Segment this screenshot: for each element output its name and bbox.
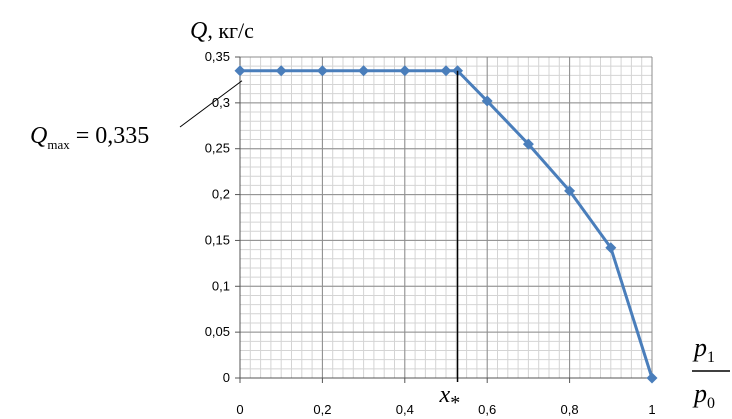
data-point: [481, 95, 493, 107]
xstar-sub: *: [450, 392, 460, 414]
qmax-label: Qmax = 0,335: [30, 123, 149, 152]
x-axis-denominator: p0: [692, 379, 715, 412]
data-point: [358, 65, 370, 77]
xstar-label: x*: [439, 382, 461, 414]
qmax-symbol: Q: [30, 123, 47, 149]
x-tick-label: 0,2: [313, 402, 331, 417]
data-point: [605, 242, 617, 254]
x-axis-label: p1 p0: [692, 333, 730, 412]
series-line: [240, 69, 654, 379]
x-tick-label: 0: [236, 402, 243, 417]
y-axis-unit: , кг/с: [207, 18, 254, 43]
data-point: [399, 65, 411, 77]
y-tick-label: 0: [223, 370, 230, 385]
x-tick-label: 0,6: [478, 402, 496, 417]
data-point: [316, 65, 328, 77]
data-point: [646, 372, 658, 384]
x-axis-numerator: p1: [692, 333, 715, 366]
series: [234, 65, 658, 384]
x-tick-label: 0,8: [561, 402, 579, 417]
y-tick-label: 0,1: [212, 278, 230, 293]
data-point: [564, 185, 576, 197]
y-tick-label: 0,35: [205, 49, 230, 64]
y-tick-label: 0,05: [205, 324, 230, 339]
xstar-symbol: x: [439, 382, 451, 408]
data-point: [234, 65, 246, 77]
y-axis-symbol: Q: [190, 18, 207, 44]
x-tick-label: 0,4: [396, 402, 414, 417]
y-tick-label: 0,15: [205, 232, 230, 247]
qmax-sub: max: [47, 137, 70, 152]
data-point: [440, 65, 452, 77]
data-point: [522, 138, 534, 150]
y-tick-label: 0,25: [205, 141, 230, 156]
y-axis-label: Q, кг/с: [190, 18, 254, 44]
y-tick-label: 0,3: [212, 95, 230, 110]
y-tick-label: 0,2: [212, 187, 230, 202]
axes: [235, 56, 653, 383]
x-tick-label: 1: [648, 402, 655, 417]
tick-labels: 0 0,05 0,1 0,15 0,2 0,25 0,3 0,35 0 0,2 0,4 0,6 0,8 1: [205, 49, 656, 417]
data-point: [275, 65, 287, 77]
qmax-leader-line: [179, 80, 243, 128]
qmax-value: = 0,335: [70, 123, 150, 149]
